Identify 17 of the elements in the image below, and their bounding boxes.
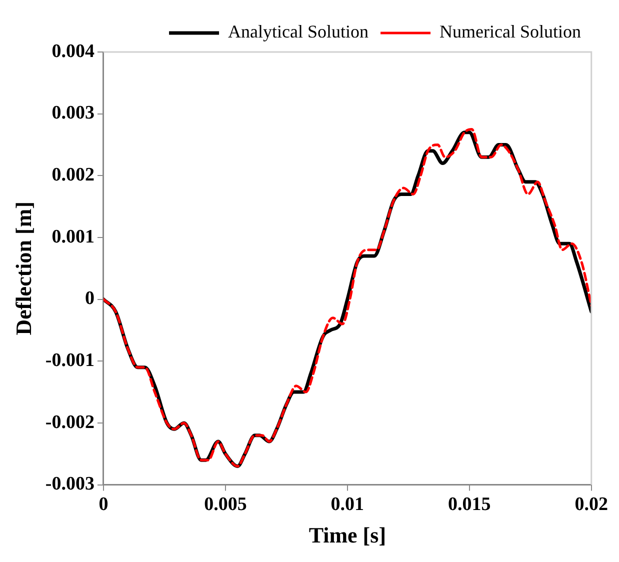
y-tick-label: -0.001 xyxy=(45,350,94,372)
legend-label: Numerical Solution xyxy=(440,22,582,42)
x-tick-label: 0.02 xyxy=(574,494,608,516)
x-tick-label: 0.01 xyxy=(330,494,364,516)
y-tick-label: 0.003 xyxy=(52,102,94,124)
legend-label: Analytical Solution xyxy=(228,22,369,42)
y-tick-label: 0 xyxy=(84,288,94,310)
y-axis-title: Deflection [m] xyxy=(10,202,36,336)
x-axis-title: Time [s] xyxy=(308,522,386,548)
y-tick-label: 0.004 xyxy=(52,40,95,62)
x-tick-label: 0.005 xyxy=(204,494,247,516)
y-tick-label: 0.001 xyxy=(52,226,94,248)
x-tick-label: 0 xyxy=(98,494,108,516)
y-tick-label: -0.002 xyxy=(45,412,94,433)
y-tick-label: 0.002 xyxy=(52,164,94,186)
x-tick-label: 0.015 xyxy=(448,494,491,516)
y-tick-label: -0.003 xyxy=(45,474,94,495)
